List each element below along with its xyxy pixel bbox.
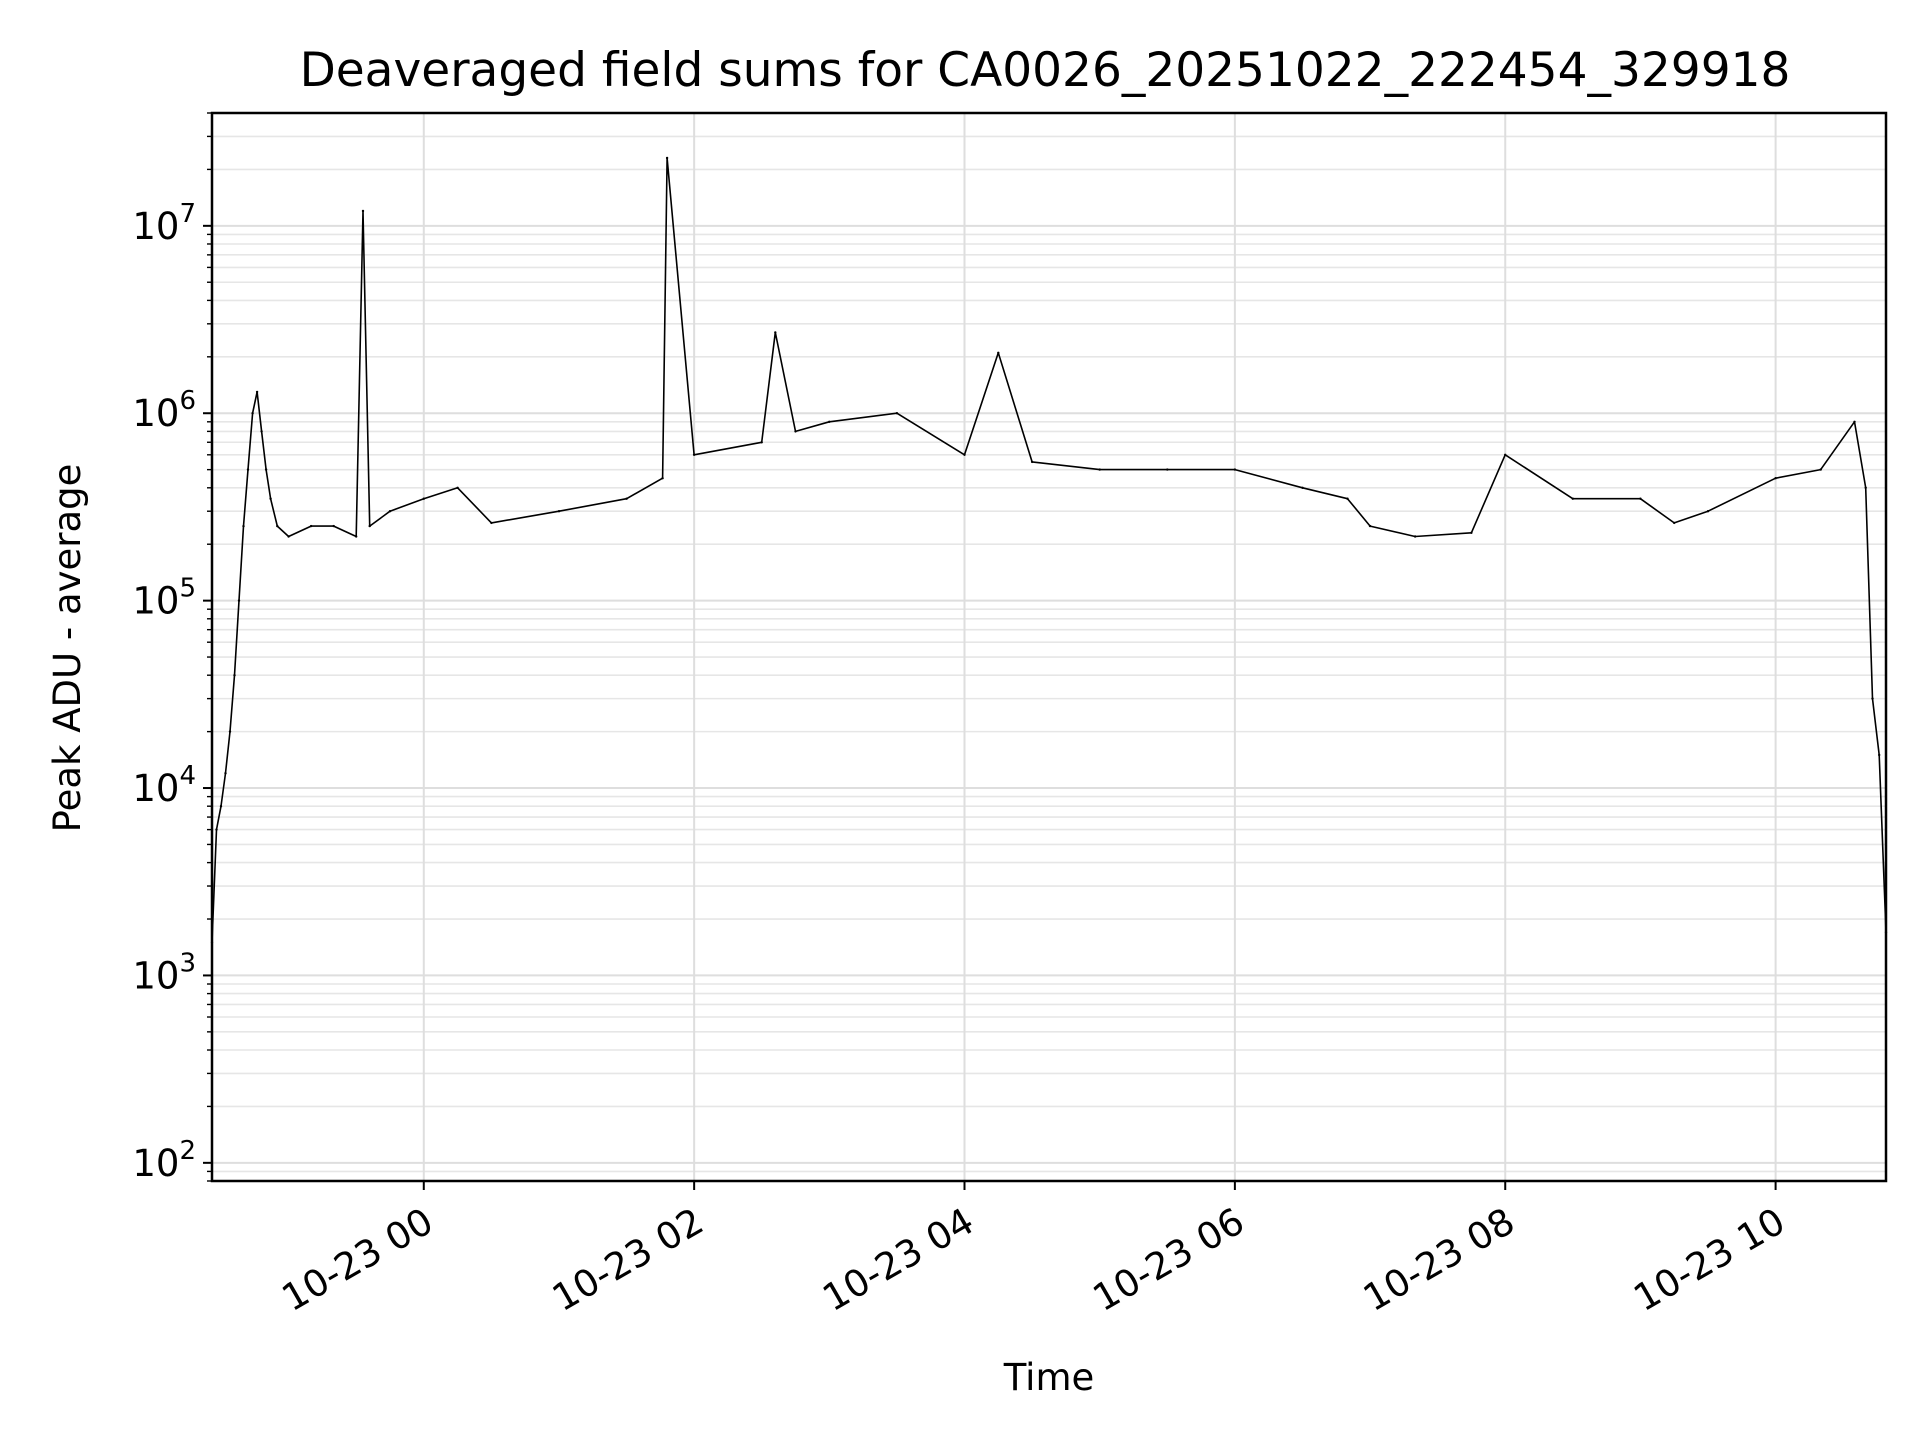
data-point — [1819, 468, 1822, 471]
data-point — [1346, 497, 1349, 500]
data-point — [269, 497, 272, 500]
data-point — [1878, 753, 1881, 757]
data-point — [456, 486, 459, 489]
data-point — [355, 535, 358, 538]
y-tick-label: 107 — [132, 199, 196, 248]
data-point — [287, 535, 290, 538]
data-point — [1639, 497, 1642, 500]
data-point — [1368, 524, 1372, 528]
data-point — [997, 351, 1000, 354]
data-point — [1774, 477, 1777, 480]
y-tick-label: 103 — [132, 948, 196, 997]
data-point — [557, 510, 561, 513]
y-axis-label: Peak ADU - average — [46, 464, 89, 833]
y-tick-label: 106 — [132, 386, 196, 435]
data-point — [368, 524, 371, 528]
data-point — [1571, 497, 1575, 500]
data-point — [233, 674, 236, 677]
x-axis-label: Time — [1003, 1356, 1095, 1399]
series-line — [211, 157, 1887, 943]
data-point — [1470, 531, 1473, 534]
data-point — [1030, 460, 1034, 464]
data-point — [1504, 453, 1507, 456]
plot-frame — [210, 111, 1888, 1183]
data-point — [242, 524, 245, 528]
data-point — [255, 390, 259, 394]
data-point — [422, 497, 425, 500]
data-point — [332, 524, 335, 528]
y-tick-label: 102 — [132, 1136, 196, 1185]
y-tick-label: 105 — [132, 574, 196, 623]
data-point — [895, 412, 899, 415]
data-point — [309, 524, 313, 528]
data-point — [963, 453, 966, 456]
data-point — [1673, 521, 1676, 525]
data-point — [264, 468, 268, 471]
data-point — [1853, 420, 1856, 423]
data-point — [794, 430, 797, 433]
data-point — [774, 331, 777, 334]
data-point — [760, 441, 763, 444]
chart-title: Deaveraged field sums for CA0026_2025102… — [300, 43, 1791, 98]
data-point — [388, 510, 392, 513]
data-point — [260, 430, 263, 433]
y-tick-label: 104 — [132, 761, 196, 810]
data-point — [276, 524, 279, 528]
data-point — [251, 412, 254, 415]
data-point — [1166, 468, 1169, 471]
data-point — [625, 497, 628, 500]
series-layer — [210, 156, 1888, 944]
data-point — [228, 730, 232, 733]
data-point — [1301, 486, 1304, 489]
data-point — [237, 599, 241, 602]
data-point — [692, 453, 696, 456]
data-point — [224, 772, 227, 775]
data-point — [1413, 535, 1417, 538]
data-point — [828, 420, 831, 423]
data-point — [1871, 697, 1874, 700]
data-point — [1233, 468, 1237, 471]
data-point — [490, 521, 493, 525]
grid — [212, 112, 1886, 1182]
data-point — [1098, 468, 1101, 471]
data-point — [1706, 510, 1710, 513]
data-point — [661, 477, 664, 480]
data-point — [246, 468, 250, 471]
data-point — [215, 828, 218, 831]
data-point — [219, 805, 223, 808]
data-point — [665, 156, 669, 160]
data-point — [361, 209, 365, 213]
data-point — [1864, 486, 1867, 489]
